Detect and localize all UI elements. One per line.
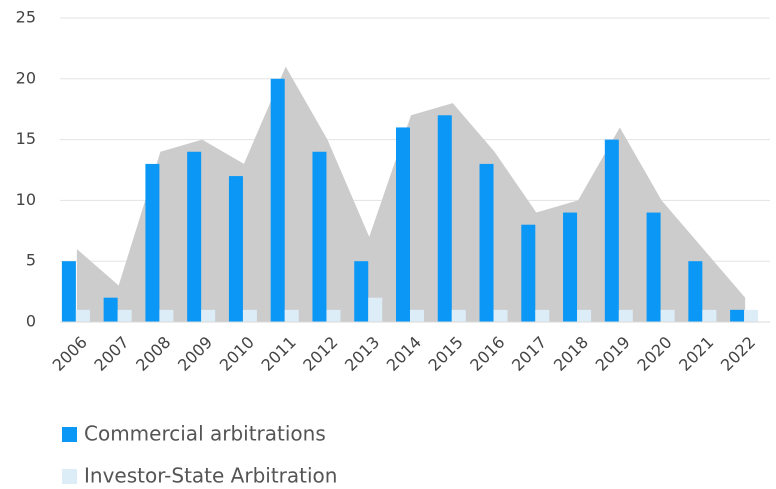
x-tick-label: 2012	[299, 333, 341, 375]
bar	[75, 309, 90, 322]
x-tick-label: 2016	[466, 333, 508, 375]
bar	[437, 115, 452, 322]
x-tick-label: 2020	[633, 333, 675, 375]
bar	[660, 309, 675, 322]
bar	[159, 309, 174, 322]
bar	[479, 163, 494, 322]
bar	[604, 139, 619, 322]
x-tick-label: 2006	[49, 333, 91, 375]
y-tick-label: 15	[16, 129, 36, 148]
x-tick-label: 2007	[90, 333, 132, 375]
bar	[270, 78, 285, 322]
bar	[228, 176, 243, 322]
legend-swatch	[62, 469, 77, 484]
x-tick-label: 2011	[257, 333, 299, 375]
bar	[326, 309, 341, 322]
bar	[396, 127, 410, 322]
x-tick-label: 2015	[425, 333, 467, 375]
bar	[187, 151, 202, 322]
x-tick-label: 2022	[717, 333, 759, 375]
bar	[618, 309, 633, 322]
bar	[688, 261, 703, 322]
bar	[354, 261, 369, 322]
bar	[577, 309, 592, 322]
legend-label: Commercial arbitrations	[84, 422, 326, 446]
y-tick-label: 10	[16, 190, 36, 209]
bar	[117, 309, 132, 322]
bar	[646, 212, 661, 322]
bar	[493, 309, 508, 322]
total-area	[76, 66, 746, 322]
bar	[535, 309, 550, 322]
legend-swatch	[62, 427, 77, 442]
bar	[103, 297, 118, 322]
x-tick-label: 2010	[216, 333, 258, 375]
bar	[451, 309, 466, 322]
bar	[563, 212, 578, 322]
x-tick-label: 2009	[174, 333, 216, 375]
bar	[368, 297, 383, 322]
bar	[410, 309, 424, 322]
y-tick-label: 20	[16, 68, 36, 87]
bar	[702, 309, 717, 322]
bar	[145, 163, 160, 322]
x-tick-label: 2019	[592, 333, 634, 375]
y-tick-label: 25	[16, 8, 36, 27]
bar	[521, 224, 536, 322]
y-tick-label: 5	[26, 251, 36, 270]
bar	[744, 309, 759, 322]
y-tick-label: 0	[26, 312, 36, 331]
x-tick-label: 2018	[550, 333, 592, 375]
bar	[61, 261, 76, 322]
x-tick-label: 2013	[341, 333, 383, 375]
x-tick-label: 2014	[383, 333, 425, 375]
x-tick-label: 2017	[508, 333, 550, 375]
x-tick-label: 2008	[132, 333, 174, 375]
bar	[242, 309, 257, 322]
x-tick-label: 2021	[675, 333, 717, 375]
bar	[284, 309, 299, 322]
legend-label: Investor-State Arbitration	[84, 464, 337, 488]
bar	[730, 309, 745, 322]
bar	[312, 151, 327, 322]
bar	[201, 309, 216, 322]
